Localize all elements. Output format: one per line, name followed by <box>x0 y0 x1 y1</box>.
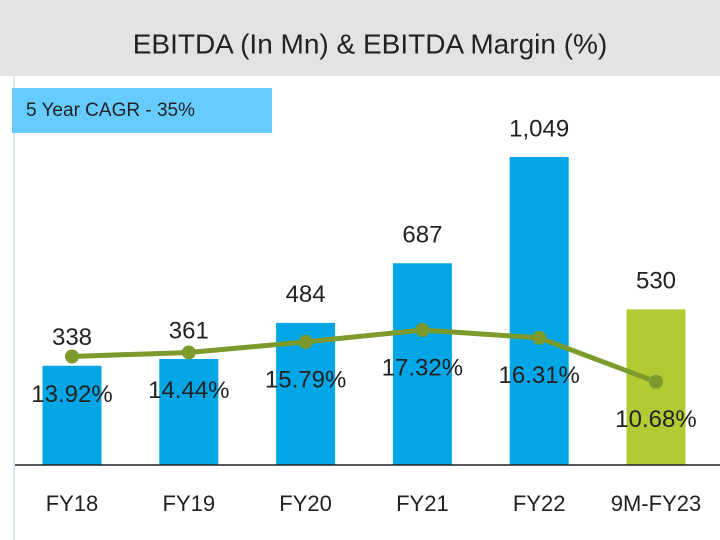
bar-value-label: 530 <box>636 268 676 295</box>
margin-value-label: 16.31% <box>498 362 579 389</box>
x-tick-label: FY22 <box>513 491 566 516</box>
margin-marker <box>181 345 196 360</box>
margin-marker <box>532 330 547 345</box>
x-tick-label: 9M-FY23 <box>611 491 701 516</box>
margin-value-label: 14.44% <box>148 377 229 404</box>
margin-line <box>71 327 657 385</box>
annotation: 5 Year CAGR - 35% <box>26 100 195 121</box>
bar <box>159 359 219 465</box>
x-tick-label: FY19 <box>163 491 216 516</box>
title-band <box>0 0 720 76</box>
x-tick-label: FY20 <box>279 491 332 516</box>
bar-value-label: 687 <box>402 222 442 249</box>
chart-title: EBITDA (In Mn) & EBITDA Margin (%) <box>133 28 608 59</box>
bar-value-label: 338 <box>52 324 92 351</box>
margin-marker <box>65 349 79 364</box>
margin-value-label: 17.32% <box>382 354 463 381</box>
margin-marker <box>649 374 663 389</box>
margin-marker <box>298 334 313 349</box>
x-tick-label: FY18 <box>46 491 99 516</box>
bar <box>42 365 102 465</box>
margin-value-label: 10.68% <box>615 406 696 433</box>
bar <box>509 157 569 465</box>
margin-marker <box>415 323 430 337</box>
margin-value-label: 13.92% <box>31 381 112 408</box>
margin-value-label: 15.79% <box>265 366 346 393</box>
annotation-box <box>12 88 272 133</box>
x-tick-label: FY21 <box>396 491 449 516</box>
bar-value-label: 361 <box>169 317 209 344</box>
bar-value-label: 484 <box>286 281 326 308</box>
bar-value-label: 1,049 <box>509 115 569 142</box>
bar <box>392 263 452 465</box>
